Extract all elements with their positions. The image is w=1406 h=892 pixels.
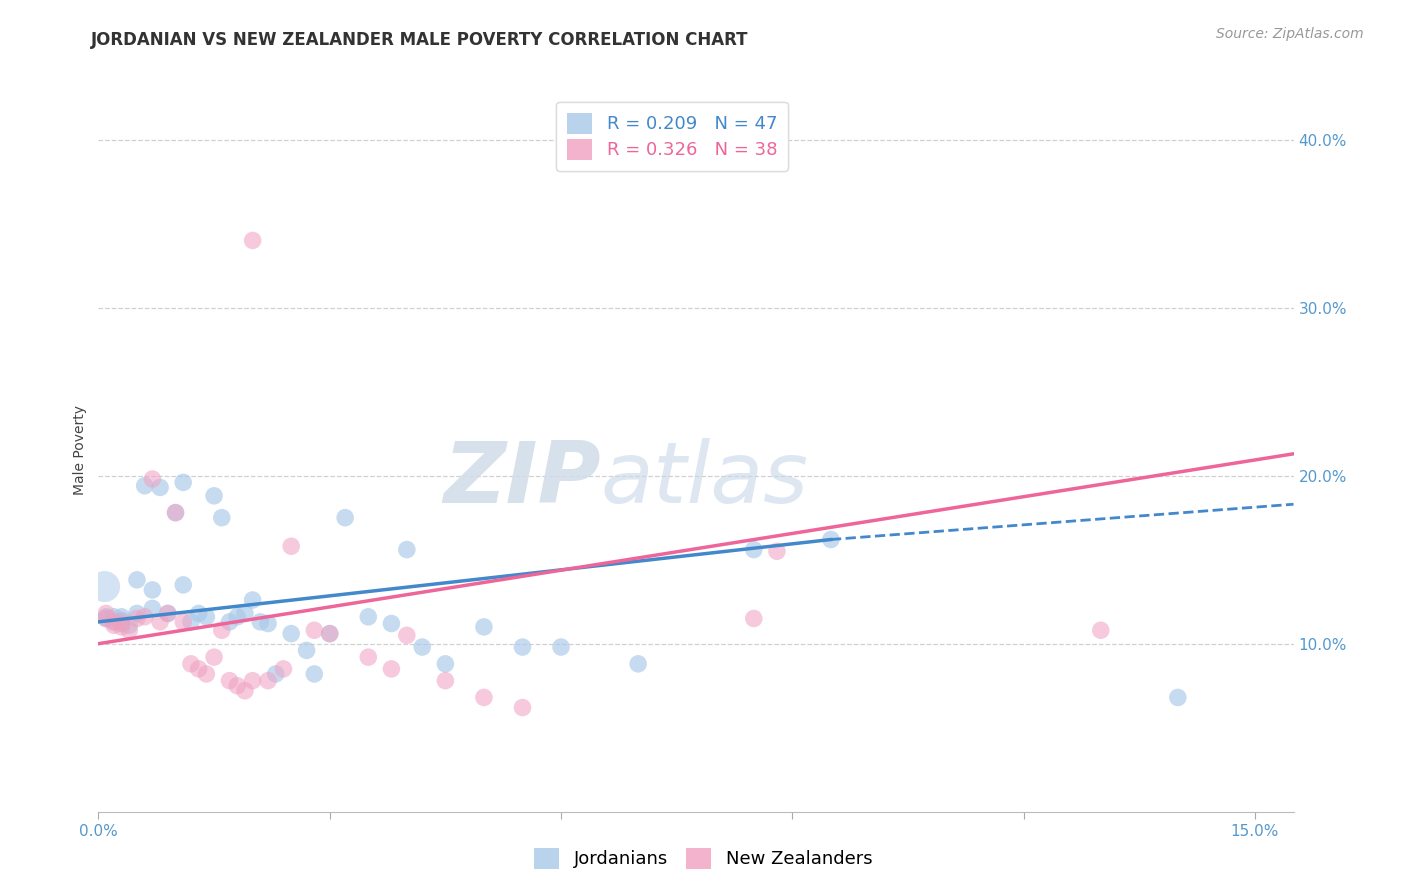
Point xyxy=(512,700,534,714)
Point xyxy=(264,667,287,681)
Point xyxy=(103,618,125,632)
Point xyxy=(472,690,495,705)
Point xyxy=(165,506,187,520)
Point xyxy=(94,609,117,624)
Point xyxy=(93,580,115,594)
Point xyxy=(742,542,765,557)
Point xyxy=(820,533,842,547)
Point xyxy=(218,673,240,688)
Point xyxy=(141,601,163,615)
Point xyxy=(141,472,163,486)
Point xyxy=(172,578,194,592)
Point xyxy=(103,615,125,629)
Point xyxy=(103,609,125,624)
Point xyxy=(195,609,218,624)
Point xyxy=(550,640,572,654)
Text: Source: ZipAtlas.com: Source: ZipAtlas.com xyxy=(1216,27,1364,41)
Point xyxy=(172,615,194,629)
Point xyxy=(233,607,256,621)
Point xyxy=(434,673,457,688)
Point xyxy=(319,626,342,640)
Point xyxy=(211,510,233,524)
Point xyxy=(249,615,271,629)
Point xyxy=(226,679,249,693)
Point xyxy=(134,479,156,493)
Point xyxy=(118,624,141,638)
Point xyxy=(211,624,233,638)
Point xyxy=(103,615,125,629)
Point xyxy=(357,609,380,624)
Point xyxy=(110,615,132,629)
Point xyxy=(125,607,148,621)
Point xyxy=(304,667,326,681)
Point xyxy=(187,607,209,621)
Point xyxy=(118,618,141,632)
Point xyxy=(180,615,202,629)
Point xyxy=(125,611,148,625)
Point xyxy=(180,657,202,671)
Point xyxy=(257,616,280,631)
Point xyxy=(149,615,172,629)
Point xyxy=(319,626,342,640)
Point xyxy=(357,650,380,665)
Point xyxy=(94,611,117,625)
Point xyxy=(242,673,264,688)
Point xyxy=(172,475,194,490)
Point xyxy=(257,673,280,688)
Point xyxy=(280,626,302,640)
Point xyxy=(187,662,209,676)
Point xyxy=(295,643,318,657)
Point xyxy=(333,510,356,524)
Point xyxy=(134,609,156,624)
Point xyxy=(94,611,117,625)
Point xyxy=(242,234,264,248)
Legend: R = 0.209   N = 47, R = 0.326   N = 38: R = 0.209 N = 47, R = 0.326 N = 38 xyxy=(557,102,787,170)
Point xyxy=(411,640,433,654)
Point xyxy=(110,616,132,631)
Point xyxy=(125,573,148,587)
Point xyxy=(742,611,765,625)
Point xyxy=(165,506,187,520)
Point xyxy=(202,489,225,503)
Point xyxy=(202,650,225,665)
Point xyxy=(434,657,457,671)
Point xyxy=(472,620,495,634)
Point xyxy=(156,607,179,621)
Point xyxy=(380,616,402,631)
Point xyxy=(110,620,132,634)
Point xyxy=(1090,624,1112,638)
Point xyxy=(226,609,249,624)
Text: JORDANIAN VS NEW ZEALANDER MALE POVERTY CORRELATION CHART: JORDANIAN VS NEW ZEALANDER MALE POVERTY … xyxy=(91,31,749,49)
Point xyxy=(395,542,418,557)
Point xyxy=(233,683,256,698)
Point xyxy=(380,662,402,676)
Point xyxy=(94,607,117,621)
Legend: Jordanians, New Zealanders: Jordanians, New Zealanders xyxy=(527,840,879,876)
Point xyxy=(156,607,179,621)
Text: atlas: atlas xyxy=(600,438,808,521)
Point xyxy=(512,640,534,654)
Point xyxy=(218,615,240,629)
Point xyxy=(242,593,264,607)
Point xyxy=(149,480,172,494)
Point xyxy=(195,667,218,681)
Text: ZIP: ZIP xyxy=(443,438,600,521)
Point xyxy=(1167,690,1189,705)
Point xyxy=(110,609,132,624)
Point xyxy=(141,582,163,597)
Point xyxy=(110,613,132,627)
Point xyxy=(304,624,326,638)
Point xyxy=(280,539,302,553)
Point xyxy=(766,544,789,558)
Point xyxy=(273,662,295,676)
Point xyxy=(395,628,418,642)
Point xyxy=(627,657,650,671)
Y-axis label: Male Poverty: Male Poverty xyxy=(73,406,87,495)
